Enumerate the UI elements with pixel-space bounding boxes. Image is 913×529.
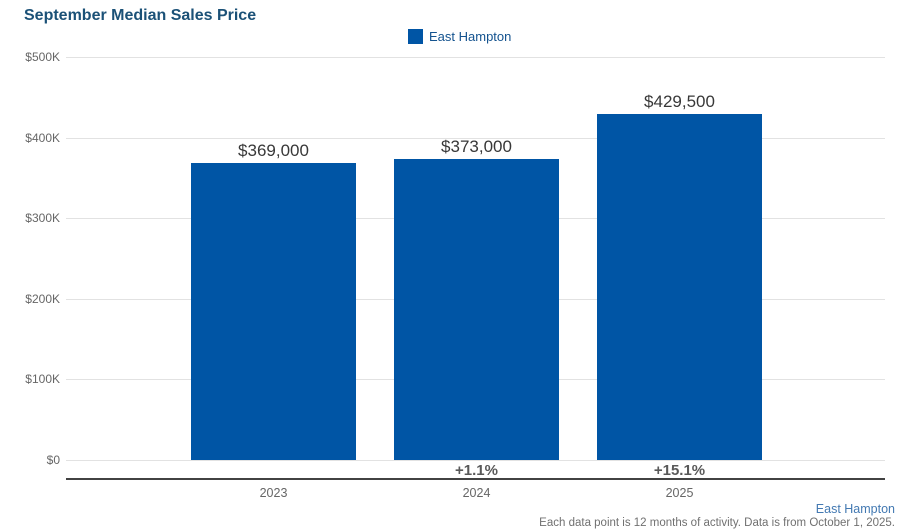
gridline-$0 <box>66 460 885 461</box>
pct-change-label-2024: +1.1% <box>455 462 498 479</box>
legend-swatch-icon <box>408 29 423 44</box>
footer-disclaimer: Each data point is 12 months of activity… <box>539 517 895 529</box>
legend-label: East Hampton <box>429 29 512 44</box>
gridline-$400K <box>66 137 885 139</box>
y-axis-tick-label: $200K <box>25 291 60 306</box>
x-axis-tick-label-2023: 2023 <box>259 486 288 500</box>
page-title: September Median Sales Price <box>24 7 257 24</box>
bar-value-label-2024: $373,000 <box>441 137 512 157</box>
pct-change-label-2025: +15.1% <box>653 462 706 479</box>
bar-value-label-2023: $369,000 <box>238 140 309 160</box>
y-axis-tick-label: $400K <box>25 130 60 145</box>
footer-market-link[interactable]: East Hampton <box>815 502 895 516</box>
x-axis-line <box>66 478 885 480</box>
y-axis-tick-label: $100K <box>25 372 60 387</box>
y-axis-tick-label: $0 <box>46 453 60 467</box>
legend-item-east-hampton[interactable]: East Hampton <box>408 29 511 44</box>
gridline-$500K <box>66 57 885 58</box>
bar-2024[interactable] <box>394 159 559 460</box>
y-axis-tick-label: $300K <box>25 211 60 226</box>
bar-2025[interactable] <box>597 113 762 460</box>
x-axis-tick-label-2025: 2025 <box>665 486 694 500</box>
x-axis-tick-label-2024: 2024 <box>462 486 491 500</box>
bar-2023[interactable] <box>191 162 356 460</box>
bar-value-label-2025: $429,500 <box>644 91 715 111</box>
y-axis-tick-label: $500K <box>25 50 60 64</box>
